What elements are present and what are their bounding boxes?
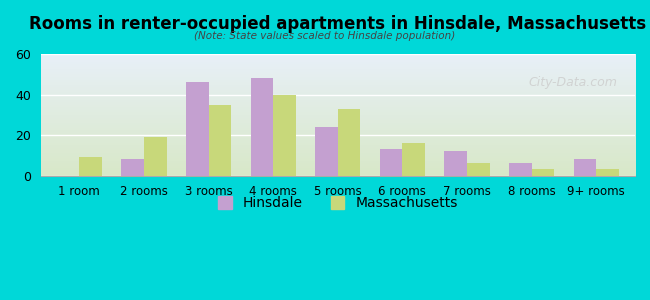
Bar — [509, 164, 532, 175]
Bar — [79, 157, 102, 176]
Bar — [402, 143, 425, 176]
Title: Rooms in renter-occupied apartments in Hinsdale, Massachusetts: Rooms in renter-occupied apartments in H… — [29, 15, 646, 33]
Bar — [573, 159, 596, 176]
Bar — [596, 169, 619, 175]
Legend: Hinsdale, Massachusetts: Hinsdale, Massachusetts — [211, 189, 465, 217]
Bar — [273, 94, 296, 176]
Bar — [338, 109, 360, 176]
Bar — [445, 151, 467, 175]
Bar — [144, 137, 166, 175]
Bar — [251, 78, 273, 176]
Bar — [122, 159, 144, 176]
Bar — [186, 82, 209, 176]
Bar — [315, 127, 338, 176]
Bar — [380, 149, 402, 176]
Bar — [467, 164, 489, 175]
Bar — [209, 105, 231, 176]
Text: (Note: State values scaled to Hinsdale population): (Note: State values scaled to Hinsdale p… — [194, 31, 456, 41]
Text: City-Data.com: City-Data.com — [528, 76, 617, 89]
Bar — [532, 169, 554, 175]
